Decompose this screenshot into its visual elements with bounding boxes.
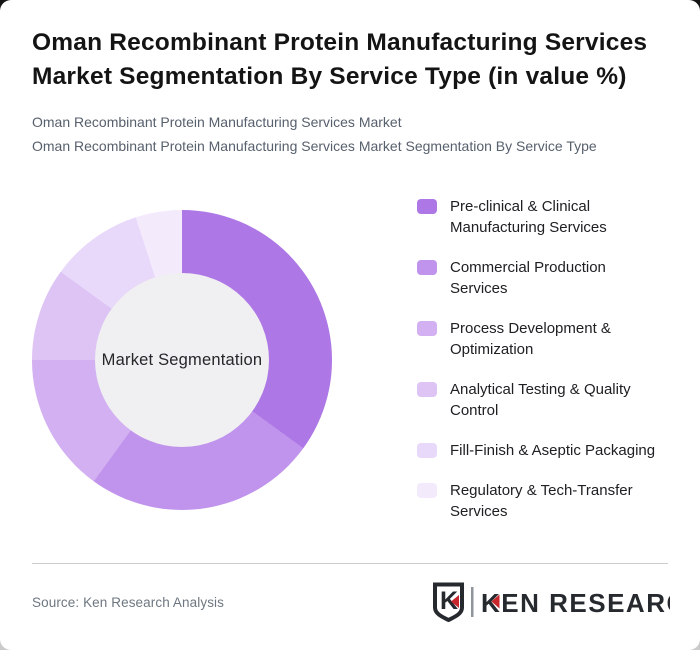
- logo-wordmark: KEN RESEARCH: [481, 588, 670, 618]
- legend-item: Process Development & Optimization: [417, 318, 675, 360]
- legend-item-label: Analytical Testing & Quality Control: [450, 381, 631, 419]
- donut-center-label: Market Segmentation: [101, 350, 263, 369]
- logo-divider: [471, 587, 474, 617]
- legend-item-label: Regulatory & Tech-Transfer Services: [450, 482, 633, 520]
- donut-ring-wrap: Market Segmentation: [32, 210, 332, 510]
- subtitle-line-2: Oman Recombinant Protein Manufacturing S…: [32, 138, 597, 154]
- legend-swatch-icon: [417, 443, 437, 458]
- legend-item: Regulatory & Tech-Transfer Services: [417, 480, 675, 522]
- legend-swatch-icon: [417, 483, 437, 498]
- footer-divider: [32, 563, 668, 564]
- legend-swatch-icon: [417, 199, 437, 214]
- legend-item: Fill-Finish & Aseptic Packaging: [417, 440, 675, 461]
- legend-item: Commercial Production Services: [417, 257, 675, 299]
- logo-shield-icon: K: [433, 582, 464, 622]
- legend-item: Pre-clinical & Clinical Manufacturing Se…: [417, 196, 675, 238]
- legend-swatch-icon: [417, 321, 437, 336]
- legend-item-label: Fill-Finish & Aseptic Packaging: [450, 442, 656, 459]
- legend-item: Analytical Testing & Quality Control: [417, 379, 675, 421]
- legend-item-label: Pre-clinical & Clinical Manufacturing Se…: [450, 198, 607, 236]
- legend: Pre-clinical & Clinical Manufacturing Se…: [417, 196, 675, 522]
- legend-item-label: Process Development & Optimization: [450, 320, 611, 358]
- page-title: Oman Recombinant Protein Manufacturing S…: [32, 29, 648, 90]
- legend-swatch-icon: [417, 260, 437, 275]
- subtitle-line-1: Oman Recombinant Protein Manufacturing S…: [32, 114, 402, 130]
- donut-center: Market Segmentation: [95, 273, 269, 447]
- subtitle-block: Oman Recombinant Protein Manufacturing S…: [32, 110, 677, 158]
- legend-item-label: Commercial Production Services: [450, 259, 606, 297]
- legend-swatch-icon: [417, 382, 437, 397]
- source-text: Source: Ken Research Analysis: [32, 595, 224, 610]
- svg-text:K: K: [440, 587, 458, 615]
- logo-brand-text: KEN RESEARCH: [481, 588, 670, 618]
- ken-research-logo: K KEN RESEARCH: [433, 582, 670, 622]
